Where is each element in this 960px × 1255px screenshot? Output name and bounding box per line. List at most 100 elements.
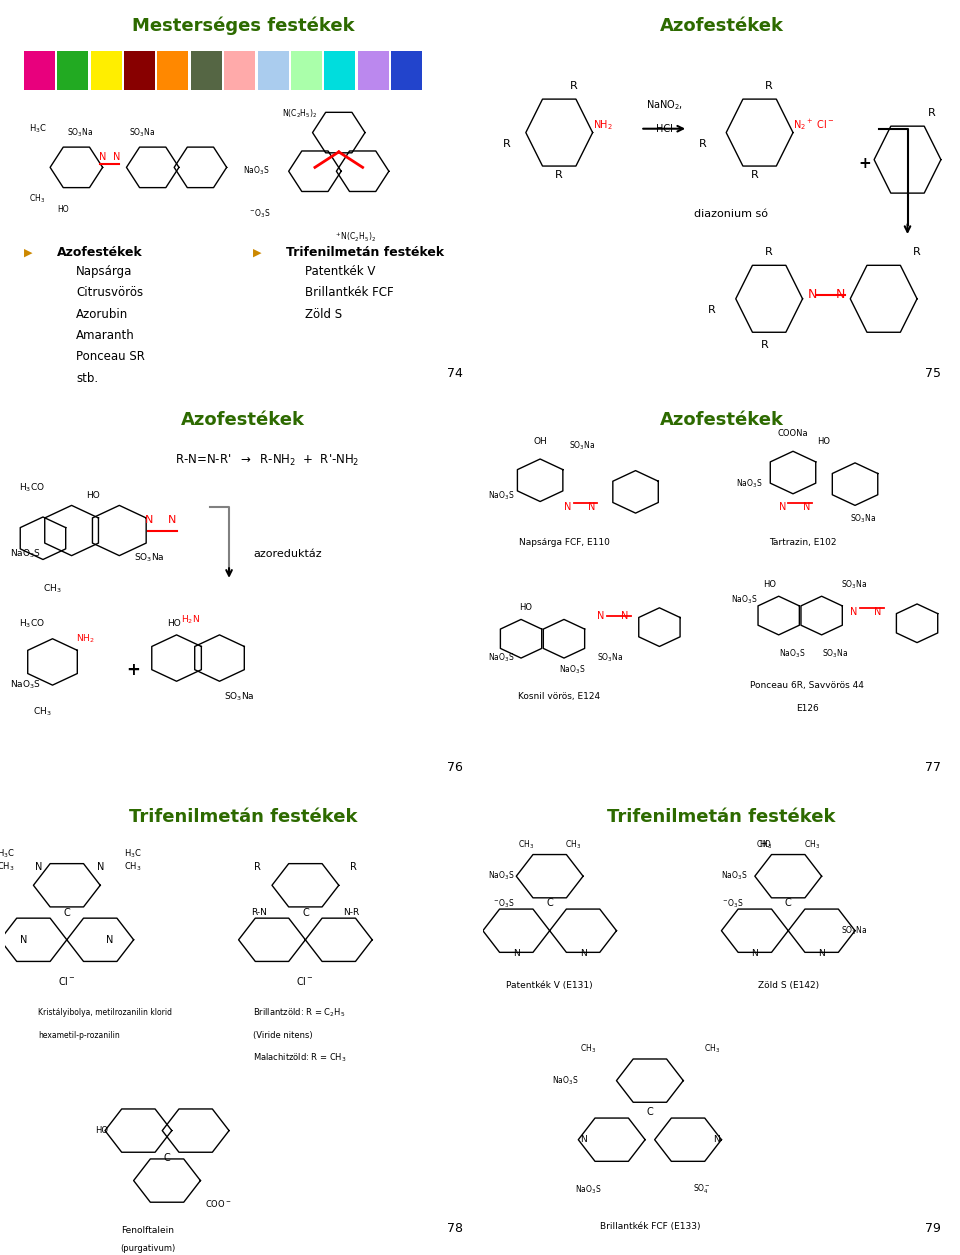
Text: Citrusvörös: Citrusvörös	[77, 286, 143, 300]
Text: HCl: HCl	[656, 124, 673, 134]
Text: $\rm CH_3$: $\rm CH_3$	[756, 838, 773, 851]
Text: N: N	[713, 1136, 720, 1145]
Text: R: R	[569, 82, 577, 92]
Text: stb.: stb.	[77, 371, 99, 384]
Text: $\rm CH_3$: $\rm CH_3$	[34, 705, 52, 718]
Text: $\rm NaO_3S$: $\rm NaO_3S$	[488, 651, 515, 664]
Text: Cl$^-$: Cl$^-$	[297, 975, 314, 986]
Text: $\rm SO_3Na$: $\rm SO_3Na$	[67, 127, 93, 139]
Text: N: N	[621, 610, 629, 620]
Text: 79: 79	[925, 1222, 941, 1235]
Text: Trifenilmetán festékek: Trifenilmetán festékek	[129, 808, 358, 826]
Text: Brillantkék FCF (E133): Brillantkék FCF (E133)	[600, 1221, 700, 1230]
Text: $\rm CH_3$: $\rm CH_3$	[29, 192, 45, 205]
Text: $\rm NaO_3S$: $\rm NaO_3S$	[488, 870, 515, 882]
Text: $\rm CH_3$: $\rm CH_3$	[580, 1043, 596, 1055]
Text: HO: HO	[759, 840, 771, 848]
Text: R: R	[503, 139, 511, 149]
FancyBboxPatch shape	[24, 51, 55, 90]
Text: Azofestékek: Azofestékek	[660, 410, 783, 429]
Text: Trifenilmetán festékek: Trifenilmetán festékek	[607, 808, 836, 826]
Text: N: N	[99, 152, 107, 162]
Text: N: N	[875, 606, 881, 616]
Text: $\rm ^-O_3S$: $\rm ^-O_3S$	[492, 897, 516, 910]
Text: Kosnil vörös, E124: Kosnil vörös, E124	[518, 693, 600, 702]
Text: $\rm NaO_3S$: $\rm NaO_3S$	[575, 1183, 601, 1196]
Text: Malachitzöld: R = CH$_3$: Malachitzöld: R = CH$_3$	[252, 1052, 347, 1064]
Text: HO: HO	[519, 604, 533, 612]
Text: Zöld S: Zöld S	[305, 307, 343, 321]
FancyBboxPatch shape	[291, 51, 323, 90]
Text: N: N	[97, 862, 104, 872]
Text: R: R	[765, 247, 773, 257]
Text: HO: HO	[762, 580, 776, 589]
Text: HO: HO	[817, 437, 829, 446]
Text: N: N	[851, 606, 857, 616]
Text: $\rm NaO_3S$: $\rm NaO_3S$	[731, 594, 757, 606]
Text: $\rm NaO_3S$: $\rm NaO_3S$	[244, 164, 270, 177]
Text: N: N	[168, 515, 176, 525]
Text: C: C	[163, 1153, 170, 1163]
Text: $\rm CH_3$: $\rm CH_3$	[43, 582, 61, 595]
Text: (purgativum): (purgativum)	[120, 1244, 176, 1254]
Text: C: C	[785, 899, 792, 909]
Text: $\rm NaO_3S$: $\rm NaO_3S$	[735, 478, 762, 491]
Text: R: R	[254, 862, 261, 872]
Text: COONa: COONa	[778, 429, 808, 438]
Text: R: R	[751, 171, 758, 181]
Text: $\rm SO_3Na$: $\rm SO_3Na$	[225, 690, 255, 703]
Text: 75: 75	[924, 366, 941, 380]
Text: $\rm ^-O_3S$: $\rm ^-O_3S$	[722, 897, 744, 910]
Text: diazonium só: diazonium só	[694, 208, 768, 218]
Text: Ponceau SR: Ponceau SR	[77, 350, 145, 363]
Text: $\rm CH_3$: $\rm CH_3$	[124, 861, 142, 873]
Text: $\rm NaO_3S$: $\rm NaO_3S$	[779, 648, 805, 660]
Text: $\rm SO_3Na$: $\rm SO_3Na$	[841, 925, 867, 937]
FancyBboxPatch shape	[124, 51, 156, 90]
Text: azoreduktáz: azoreduktáz	[252, 548, 322, 558]
Text: Patentkék V: Patentkék V	[305, 265, 375, 279]
Text: $\rm H_3C$: $\rm H_3C$	[124, 847, 142, 860]
Text: Trifenilmetán festékek: Trifenilmetán festékek	[286, 246, 444, 259]
Text: (Viride nitens): (Viride nitens)	[252, 1030, 313, 1039]
Text: HO: HO	[167, 619, 180, 628]
Text: $\rm CH_3$: $\rm CH_3$	[704, 1043, 720, 1055]
Text: Mesterséges festékek: Mesterséges festékek	[132, 16, 354, 35]
Text: N: N	[752, 949, 758, 958]
FancyBboxPatch shape	[157, 51, 188, 90]
Text: N: N	[836, 289, 846, 301]
Text: HO: HO	[85, 491, 100, 501]
Text: N: N	[113, 152, 121, 162]
Text: $\rm ^-O_3S$: $\rm ^-O_3S$	[248, 207, 271, 220]
Text: NH$_2$: NH$_2$	[77, 633, 95, 645]
Text: $\rm SO_3Na$: $\rm SO_3Na$	[133, 551, 164, 563]
Text: Napsárga FCF, E110: Napsárga FCF, E110	[518, 537, 610, 547]
Text: ▶: ▶	[24, 247, 33, 257]
Text: $\rm NaO_3S$: $\rm NaO_3S$	[488, 489, 515, 502]
Text: H$_2$N: H$_2$N	[181, 614, 201, 626]
Text: N: N	[597, 610, 605, 620]
Text: $\rm SO_3Na$: $\rm SO_3Na$	[851, 512, 876, 525]
Text: N: N	[580, 949, 587, 958]
Text: Azofestékek: Azofestékek	[181, 410, 305, 429]
Text: COO$^-$: COO$^-$	[205, 1197, 231, 1209]
Text: 76: 76	[447, 761, 463, 774]
FancyBboxPatch shape	[191, 51, 222, 90]
Text: $\rm CH_3$: $\rm CH_3$	[0, 861, 14, 873]
Text: $\rm SO_3Na$: $\rm SO_3Na$	[568, 439, 595, 452]
Text: +: +	[127, 660, 140, 679]
Text: $\rm CH_3$: $\rm CH_3$	[517, 838, 534, 851]
Text: N: N	[20, 935, 28, 945]
Text: N: N	[106, 935, 113, 945]
Text: C: C	[302, 907, 309, 917]
Text: Zöld S (E142): Zöld S (E142)	[757, 980, 819, 990]
Text: N$_2$$^+$ Cl$^-$: N$_2$$^+$ Cl$^-$	[793, 118, 835, 132]
Text: R: R	[927, 108, 935, 118]
Text: C: C	[63, 907, 70, 917]
Text: $\rm SO_3Na$: $\rm SO_3Na$	[129, 127, 156, 139]
Text: Napsárga: Napsárga	[77, 265, 132, 279]
Text: $\rm SO_3Na$: $\rm SO_3Na$	[822, 648, 848, 660]
Text: $\rm H_3CO$: $\rm H_3CO$	[19, 617, 45, 630]
FancyBboxPatch shape	[324, 51, 355, 90]
Text: NH$_2$: NH$_2$	[592, 118, 612, 132]
